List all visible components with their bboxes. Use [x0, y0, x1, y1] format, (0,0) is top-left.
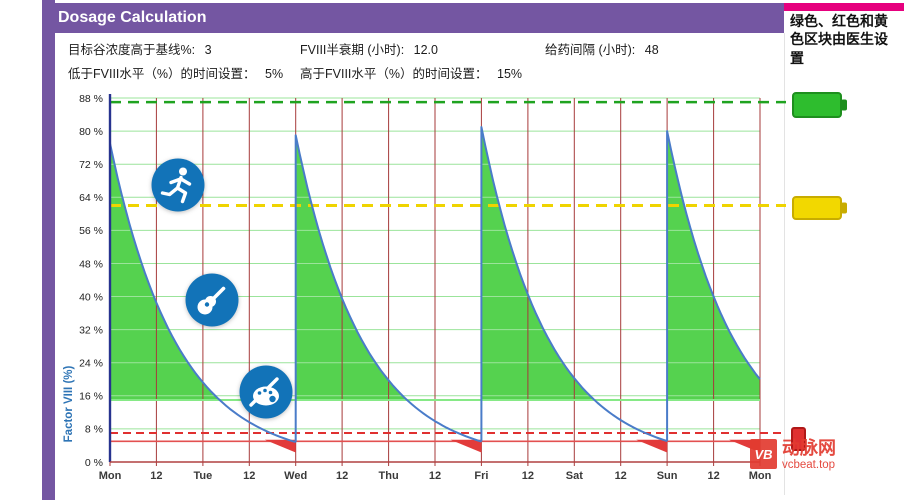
green-area-fills	[110, 127, 760, 400]
pink-accent-strip	[784, 3, 904, 11]
svg-text:12: 12	[243, 470, 255, 482]
svg-text:64 %: 64 %	[79, 192, 103, 204]
svg-text:40 %: 40 %	[79, 291, 103, 303]
watermark: VB 动脉网 vcbeat.top	[750, 438, 836, 471]
param-half-life-label: FVIII半衰期 (小时):	[300, 43, 405, 57]
battery-nub-icon	[841, 202, 847, 214]
svg-text:80 %: 80 %	[79, 126, 103, 138]
svg-text:8 %: 8 %	[85, 424, 103, 436]
param-time-above-level-label: 高于FVIII水平（%）的时间设置：	[300, 67, 488, 81]
svg-text:32 %: 32 %	[79, 324, 103, 336]
param-dose-interval-value[interactable]: 48	[644, 43, 659, 57]
watermark-text: 动脉网 vcbeat.top	[782, 438, 836, 471]
axis-labels: 0 % 8 % 16 % 24 % 32 % 40 % 48 % 56 % 64 % 72 % 80…	[63, 93, 772, 482]
svg-text:Factor VIII (%): Factor VIII (%)	[63, 365, 75, 442]
svg-text:88 %: 88 %	[79, 93, 103, 105]
running-activity-icon[interactable]	[151, 158, 205, 212]
watermark-site: vcbeat.top	[782, 458, 836, 471]
svg-text:12: 12	[150, 470, 162, 482]
param-time-above-level: 高于FVIII水平（%）的时间设置： 15%	[300, 63, 522, 82]
param-half-life: FVIII半衰期 (小时): 12.0	[300, 39, 438, 58]
svg-text:Thu: Thu	[379, 470, 399, 482]
page-title: Dosage Calculation	[58, 9, 207, 26]
svg-text:Mon: Mon	[749, 470, 772, 482]
param-dose-interval-label: 给药间隔 (小时):	[545, 43, 636, 57]
param-dose-interval: 给药间隔 (小时): 48	[545, 39, 659, 58]
svg-text:Tue: Tue	[194, 470, 213, 482]
param-time-below-level-label: 低于FVIII水平（%）的时间设置：	[68, 67, 256, 81]
dosage-chart: 0 % 8 % 16 % 24 % 32 % 40 % 48 % 56 % 64 % 72 % 80…	[63, 93, 786, 482]
watermark-logo: VB	[750, 439, 777, 469]
green-threshold-block[interactable]	[792, 92, 847, 118]
svg-text:Fri: Fri	[474, 470, 488, 482]
param-time-below-level: 低于FVIII水平（%）的时间设置： 5%	[68, 63, 283, 82]
svg-text:Sat: Sat	[566, 470, 583, 482]
yellow-threshold-block[interactable]	[792, 196, 847, 220]
svg-text:12: 12	[336, 470, 348, 482]
header-bar: Dosage Calculation	[42, 3, 784, 33]
doctor-settings-note: 绿色、红色和黄色区块由医生设置	[790, 13, 888, 66]
param-time-below-level-value[interactable]: 5%	[265, 67, 284, 81]
battery-nub-icon	[841, 99, 847, 111]
svg-text:Wed: Wed	[284, 470, 307, 482]
svg-text:72 %: 72 %	[79, 159, 103, 171]
param-target-trough-label: 目标谷浓度高于基线%:	[68, 43, 196, 57]
param-target-trough: 目标谷浓度高于基线%: 3	[68, 39, 212, 58]
svg-text:12: 12	[615, 470, 627, 482]
palette-activity-icon[interactable]	[239, 365, 293, 419]
red-threshold-block[interactable]	[791, 427, 806, 451]
svg-text:48 %: 48 %	[79, 258, 103, 270]
svg-text:24 %: 24 %	[79, 358, 103, 370]
param-half-life-value[interactable]: 12.0	[413, 43, 438, 57]
svg-text:Sun: Sun	[657, 470, 678, 482]
svg-text:0 %: 0 %	[85, 457, 103, 469]
guitar-activity-icon[interactable]	[185, 273, 239, 327]
svg-text:Mon: Mon	[99, 470, 122, 482]
left-accent-strip	[42, 0, 55, 500]
svg-text:12: 12	[429, 470, 441, 482]
decay-curves	[109, 126, 761, 452]
svg-text:12: 12	[707, 470, 719, 482]
svg-text:12: 12	[522, 470, 534, 482]
param-time-above-level-value[interactable]: 15%	[497, 67, 523, 81]
svg-text:16 %: 16 %	[79, 391, 103, 403]
watermark-name: 动脉网	[782, 438, 836, 458]
axes	[108, 94, 760, 463]
svg-text:56 %: 56 %	[79, 225, 103, 237]
param-target-trough-value[interactable]: 3	[204, 43, 212, 57]
